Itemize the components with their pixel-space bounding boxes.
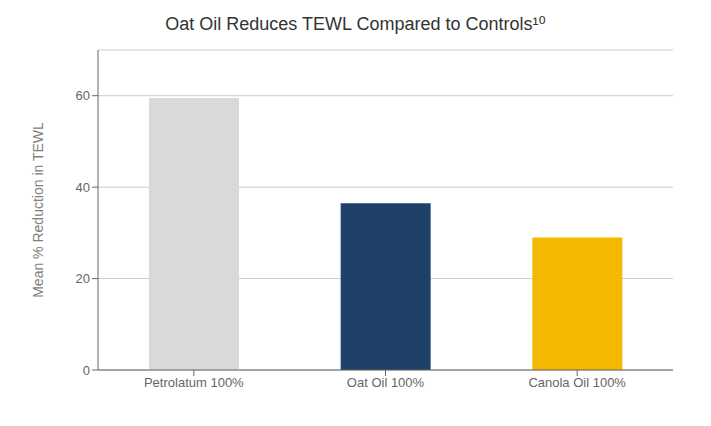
html-text:Oat Oil Reduces TEWL Compared: Oat Oil Reduces TEWL Compared to Control… [165,14,546,34]
svg-text:Oat Oil 100%: Oat Oil 100% [347,375,425,390]
svg-text:60: 60 [76,88,90,103]
svg-text:20: 20 [76,271,90,286]
svg-text:Mean % Reduction in TEWL: Mean % Reduction in TEWL [30,122,46,298]
svg-text:0: 0 [83,363,90,378]
svg-text:Petrolatum 100%: Petrolatum 100% [144,375,244,390]
svg-text:40: 40 [76,180,90,195]
svg-text:Canola Oil 100%: Canola Oil 100% [528,375,626,390]
